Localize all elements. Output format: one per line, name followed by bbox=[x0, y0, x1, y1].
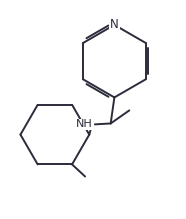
Text: NH: NH bbox=[76, 119, 93, 129]
Text: N: N bbox=[110, 18, 119, 31]
